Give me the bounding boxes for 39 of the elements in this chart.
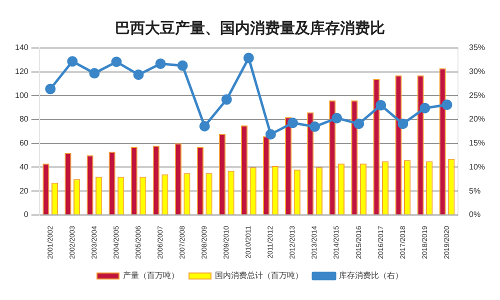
point	[265, 129, 276, 140]
y2-tick-label: 20%	[468, 114, 486, 124]
point	[133, 69, 144, 80]
y-tick-label: 0	[24, 210, 29, 220]
point	[376, 100, 386, 110]
point	[67, 56, 78, 67]
y-tick-label: 120	[14, 67, 29, 76]
legend-label: 国内消费总计（百万吨）	[215, 271, 303, 280]
y-tick-label: 20	[19, 186, 29, 196]
point	[111, 56, 122, 68]
point	[45, 84, 56, 94]
y2-tick-label: 35%	[468, 43, 486, 52]
point	[199, 120, 210, 132]
y2-tick-label: 25%	[468, 90, 486, 100]
point	[243, 52, 254, 64]
point	[398, 118, 408, 130]
legend-label: 库存消费比（右）	[339, 271, 403, 280]
chart-title: 巴西大豆产量、国内消费量及库存消费比	[115, 18, 385, 37]
point	[89, 68, 100, 79]
point	[287, 118, 298, 128]
point	[177, 60, 188, 71]
y2-tick-label: 10%	[468, 162, 486, 172]
y-tick-label: 80	[19, 114, 29, 124]
y-tick-label: 60	[19, 138, 29, 148]
y2-tick-label: 0%	[468, 210, 481, 220]
point	[332, 112, 342, 124]
y2-tick-label: 30%	[468, 67, 486, 76]
point	[155, 58, 166, 69]
point	[442, 100, 452, 110]
point	[221, 94, 232, 105]
y2-tick-label: 5%	[468, 186, 481, 196]
y-tick-label: 40	[19, 162, 29, 172]
legend-label: 产量（百万吨）	[123, 271, 179, 280]
point	[354, 118, 364, 130]
y2-tick-label: 15%	[468, 138, 486, 148]
point	[310, 121, 320, 132]
y-tick-label: 100	[14, 90, 29, 100]
point	[420, 102, 430, 114]
y-tick-label: 140	[14, 43, 29, 52]
